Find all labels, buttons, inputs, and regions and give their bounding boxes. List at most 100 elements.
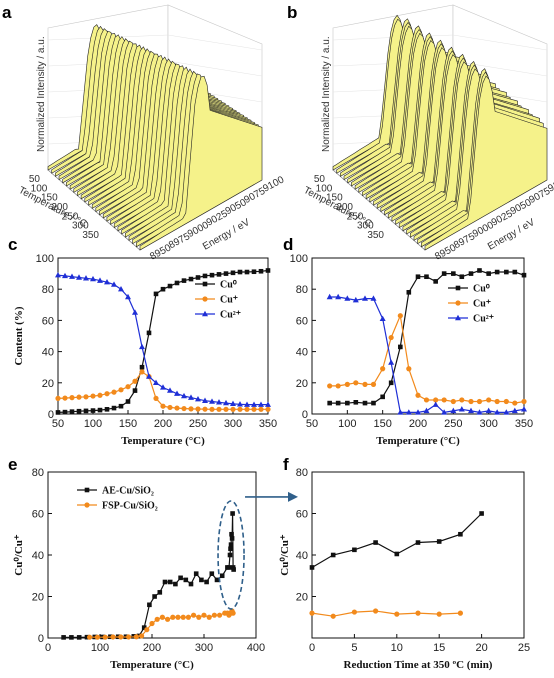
data-point — [118, 403, 124, 409]
wall-grid — [452, 34, 548, 51]
x-tick-label: 200 — [409, 418, 427, 430]
data-point — [181, 405, 187, 412]
data-point — [433, 397, 439, 403]
data-point — [424, 274, 429, 280]
x-tick-label: 0 — [45, 642, 51, 654]
data-point — [415, 392, 421, 398]
data-point — [188, 394, 194, 400]
data-point — [133, 634, 139, 640]
data-point — [503, 398, 509, 405]
data-point — [110, 634, 116, 640]
data-point — [258, 268, 264, 274]
data-point — [345, 400, 350, 406]
data-point — [216, 406, 222, 412]
z-axis-label: Normalized Intensity / a.u. — [321, 36, 332, 152]
data-point — [394, 611, 400, 617]
data-point — [244, 269, 250, 275]
legend-entry: Cu⁰ — [220, 280, 237, 291]
data-point — [223, 399, 229, 406]
data-point — [83, 408, 89, 414]
data-point — [90, 408, 96, 413]
data-point — [258, 401, 264, 407]
data-point — [139, 364, 145, 370]
wall-grid — [167, 34, 263, 51]
data-point — [309, 610, 315, 616]
data-point — [83, 275, 89, 281]
spectrum-slice — [139, 75, 263, 251]
data-point — [450, 407, 457, 414]
data-point — [353, 400, 359, 405]
x-tick-label: 200 — [154, 418, 172, 430]
data-point — [97, 407, 103, 413]
data-point — [178, 575, 183, 581]
data-point — [97, 277, 103, 283]
data-point — [209, 272, 215, 278]
panel-letter: d — [283, 235, 293, 254]
y-tick-label: 80 — [42, 284, 54, 296]
data-point — [335, 293, 342, 300]
data-point — [69, 409, 75, 414]
data-point — [476, 409, 483, 415]
data-point — [204, 579, 209, 585]
data-point — [167, 283, 173, 289]
data-point — [344, 381, 350, 387]
data-point — [230, 270, 236, 276]
data-point — [326, 293, 333, 300]
data-point — [373, 540, 378, 545]
x-tick-label: 250 — [189, 418, 207, 430]
energy-tick: 9100 — [546, 174, 554, 194]
data-point — [76, 408, 82, 414]
data-point — [432, 401, 439, 407]
data-point — [370, 381, 377, 387]
data-point — [196, 614, 202, 620]
data-point — [371, 400, 376, 406]
temperature-tick: 350 — [367, 230, 384, 241]
data-point — [209, 406, 215, 412]
data-point — [223, 271, 229, 276]
temperature-tick: 350 — [82, 230, 99, 241]
data-point — [441, 271, 447, 276]
y-tick-label: 20 — [42, 378, 54, 390]
panel-letter: f — [283, 455, 289, 474]
data-point — [388, 334, 394, 341]
data-point — [87, 634, 93, 640]
temperature-tick: 100 — [316, 183, 333, 194]
data-point — [132, 378, 138, 384]
data-point — [230, 406, 236, 412]
data-point — [55, 271, 61, 278]
data-point — [485, 407, 492, 414]
x-tick-label: 400 — [247, 642, 265, 654]
data-point — [206, 614, 212, 620]
data-point — [521, 272, 527, 278]
data-point — [494, 269, 500, 275]
data-point — [195, 395, 201, 402]
data-point — [344, 295, 351, 301]
x-tick-label: 200 — [143, 642, 161, 654]
data-point — [353, 380, 359, 386]
data-point — [174, 390, 180, 396]
data-point — [165, 616, 171, 622]
data-point — [486, 397, 492, 403]
data-point — [335, 400, 341, 406]
data-point — [188, 276, 194, 282]
temperature-tick: 150 — [41, 193, 58, 204]
data-point — [55, 410, 61, 415]
data-point — [370, 295, 377, 301]
y-tick-label: 80 — [296, 467, 308, 479]
series-line — [311, 610, 461, 617]
data-point — [458, 406, 465, 412]
data-point — [62, 409, 68, 415]
data-point — [146, 330, 152, 336]
wall-grid — [452, 60, 548, 77]
data-point — [330, 613, 336, 619]
data-point — [362, 381, 368, 387]
data-point — [149, 620, 155, 627]
data-point — [199, 577, 204, 583]
x-tick-label: 0 — [309, 642, 315, 654]
data-point — [157, 590, 163, 595]
panel-a-3d-surface: a Normalized Intensity / a.u.50100150200… — [2, 3, 286, 263]
temperature-tick: 150 — [326, 193, 343, 204]
x-tick-label: 150 — [119, 418, 137, 430]
data-point — [132, 388, 138, 393]
data-point — [202, 281, 208, 287]
